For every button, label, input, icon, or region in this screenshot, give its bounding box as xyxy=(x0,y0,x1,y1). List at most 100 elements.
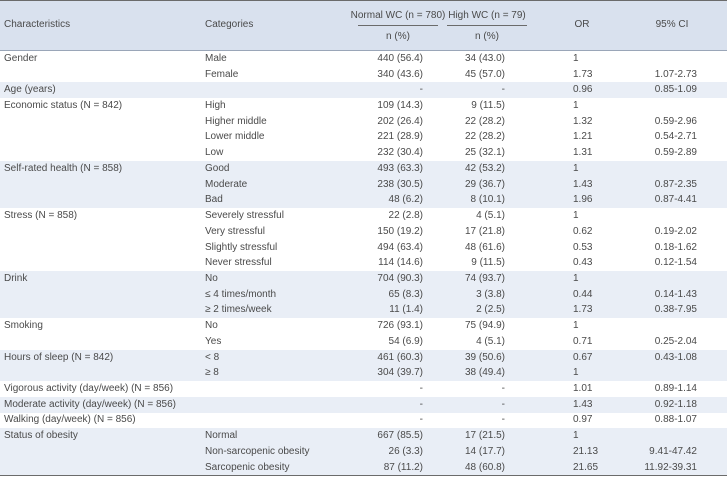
normal-n: 232 (30.4) xyxy=(377,147,423,159)
normal-n: 340 (43.6) xyxy=(377,68,423,80)
normal-n: 461 (60.3) xyxy=(377,351,423,363)
high-n: 45 (57.0) xyxy=(464,68,505,80)
odds-ratio: 0.43 xyxy=(573,257,593,269)
header-cell: High WC (n = 79) xyxy=(448,10,526,21)
row-shading xyxy=(0,349,727,382)
normal-n: 493 (63.3) xyxy=(377,162,423,174)
odds-ratio: 21.13 xyxy=(573,445,599,457)
high-n: 17 (21.5) xyxy=(464,430,505,442)
header-cell: 95% CI xyxy=(655,19,689,30)
confidence-interval: 0.88-1.07 xyxy=(654,414,697,426)
high-n: 42 (53.2) xyxy=(464,162,505,174)
normal-n: 54 (6.9) xyxy=(388,335,423,347)
odds-ratio: 1 xyxy=(573,272,579,284)
normal-n: 726 (93.1) xyxy=(377,320,423,332)
category: Severely stressful xyxy=(205,210,284,222)
high-n: - xyxy=(501,84,505,96)
high-n: 9 (11.5) xyxy=(471,100,505,112)
confidence-interval: 0.19-2.02 xyxy=(654,225,697,237)
characteristic: Smoking xyxy=(4,320,43,332)
confidence-interval: 0.87-2.35 xyxy=(654,178,697,190)
high-n: - xyxy=(501,398,505,410)
normal-n: 22 (2.8) xyxy=(388,210,423,222)
category: ≤ 4 times/month xyxy=(205,288,277,300)
category: Non-sarcopenic obesity xyxy=(205,445,310,457)
high-n: 14 (17.7) xyxy=(464,445,505,457)
odds-ratio: 1 xyxy=(573,162,579,174)
category: Very stressful xyxy=(205,225,266,237)
category: Normal xyxy=(205,430,238,442)
category: Male xyxy=(205,52,227,64)
confidence-interval: 0.92-1.18 xyxy=(654,398,697,410)
normal-n: 304 (39.7) xyxy=(377,367,423,379)
row-shading xyxy=(0,271,727,319)
odds-ratio: 1.43 xyxy=(573,398,593,410)
row-shading xyxy=(0,161,727,209)
high-n: 9 (11.5) xyxy=(471,257,505,269)
high-n: 74 (93.7) xyxy=(464,272,505,284)
high-underline xyxy=(447,25,527,26)
category: Female xyxy=(205,68,239,80)
characteristic: Status of obesity xyxy=(4,430,78,442)
confidence-interval: 0.59-2.96 xyxy=(654,115,697,127)
characteristic: Hours of sleep (N = 842) xyxy=(4,351,114,363)
high-n: 4 (5.1) xyxy=(476,210,505,222)
odds-ratio: 1 xyxy=(573,320,579,332)
characteristic: Economic status (N = 842) xyxy=(4,100,123,112)
confidence-interval: 1.07-2.73 xyxy=(654,68,697,80)
high-n: 22 (28.2) xyxy=(464,115,505,127)
normal-n: 87 (11.2) xyxy=(383,461,423,473)
normal-n: 704 (90.3) xyxy=(377,272,423,284)
normal-n: 440 (56.4) xyxy=(377,52,423,64)
row-shading xyxy=(0,428,727,476)
header-cell: Characteristics xyxy=(4,19,71,30)
category: High xyxy=(205,100,226,112)
odds-ratio: 1.01 xyxy=(573,382,593,394)
category: Low xyxy=(205,147,224,159)
odds-ratio: 1 xyxy=(573,52,579,64)
confidence-interval: 0.14-1.43 xyxy=(654,288,697,300)
category: < 8 xyxy=(205,351,220,363)
normal-n: - xyxy=(419,398,423,410)
odds-ratio: 1 xyxy=(573,367,579,379)
normal-n: 26 (3.3) xyxy=(388,445,423,457)
category: Yes xyxy=(205,335,222,347)
high-n: 48 (61.6) xyxy=(464,241,505,253)
normal-n: 65 (8.3) xyxy=(388,288,423,300)
confidence-interval: 0.12-1.54 xyxy=(654,257,697,269)
high-n: 17 (21.8) xyxy=(464,225,505,237)
high-n: 22 (28.2) xyxy=(464,131,505,143)
header-cell: n (%) xyxy=(386,31,410,42)
header-cell: Normal WC (n = 780) xyxy=(350,10,446,21)
high-n: 38 (49.4) xyxy=(464,367,505,379)
high-n: 2 (2.5) xyxy=(476,304,505,316)
normal-n: - xyxy=(419,382,423,394)
row-shading xyxy=(0,396,727,413)
odds-ratio: 0.97 xyxy=(573,414,593,426)
odds-ratio: 1.73 xyxy=(573,68,593,80)
category: Sarcopenic obesity xyxy=(205,461,290,473)
high-n: 25 (32.1) xyxy=(464,147,505,159)
confidence-interval: 0.59-2.89 xyxy=(654,147,697,159)
high-n: 34 (43.0) xyxy=(464,52,505,64)
characteristic: Moderate activity (day/week) (N = 856) xyxy=(4,398,177,410)
odds-ratio: 1.43 xyxy=(573,178,593,190)
odds-ratio: 0.53 xyxy=(573,241,593,253)
header-cell: n (%) xyxy=(475,31,499,42)
odds-ratio: 21.65 xyxy=(573,461,599,473)
category: Moderate xyxy=(205,178,248,190)
odds-ratio: 0.96 xyxy=(573,84,593,96)
normal-n: 494 (63.4) xyxy=(377,241,423,253)
high-n: 75 (94.9) xyxy=(464,320,505,332)
category: ≥ 2 times/week xyxy=(205,304,272,316)
confidence-interval: 0.18-1.62 xyxy=(654,241,697,253)
high-n: 3 (3.8) xyxy=(476,288,505,300)
category: Slightly stressful xyxy=(205,241,278,253)
characteristic: Vigorous activity (day/week) (N = 856) xyxy=(4,382,174,394)
characteristic: Drink xyxy=(4,272,28,284)
odds-ratio: 1.31 xyxy=(573,147,593,159)
confidence-interval: 9.41-47.42 xyxy=(649,445,697,457)
characteristic: Gender xyxy=(4,52,38,64)
top-rule xyxy=(0,0,727,1)
